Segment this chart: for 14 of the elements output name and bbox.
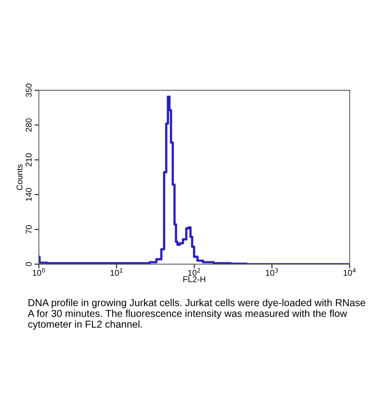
- y-axis-title: Counts: [16, 164, 22, 190]
- y-tick-label: 350: [26, 84, 32, 97]
- x-tick-label: 10$^{2}$: [188, 268, 200, 276]
- x-tick-label: 10$^{3}$: [266, 268, 278, 276]
- y-tick-label: 210: [26, 153, 32, 166]
- x-tick-label: 10$^{4}$: [344, 268, 356, 276]
- x-tick-label: 10$^{1}$: [110, 268, 122, 276]
- y-tick-label: 280: [26, 118, 32, 132]
- y-tick-label: 0: [26, 262, 32, 266]
- x-tick-label: 10$^{0}$: [32, 268, 45, 276]
- x-axis-title: FL2-H: [183, 276, 206, 282]
- y-tick-label: 140: [26, 188, 32, 201]
- y-tick-label: 70: [26, 225, 32, 234]
- text: DNA profile in growing Jurkat cells. Jurkat cells were dye-loaded with RNase A for 30 minutes. The fluorescence intensity was measured with the flow cytometer in FL2 channel.: [28, 298, 366, 330]
